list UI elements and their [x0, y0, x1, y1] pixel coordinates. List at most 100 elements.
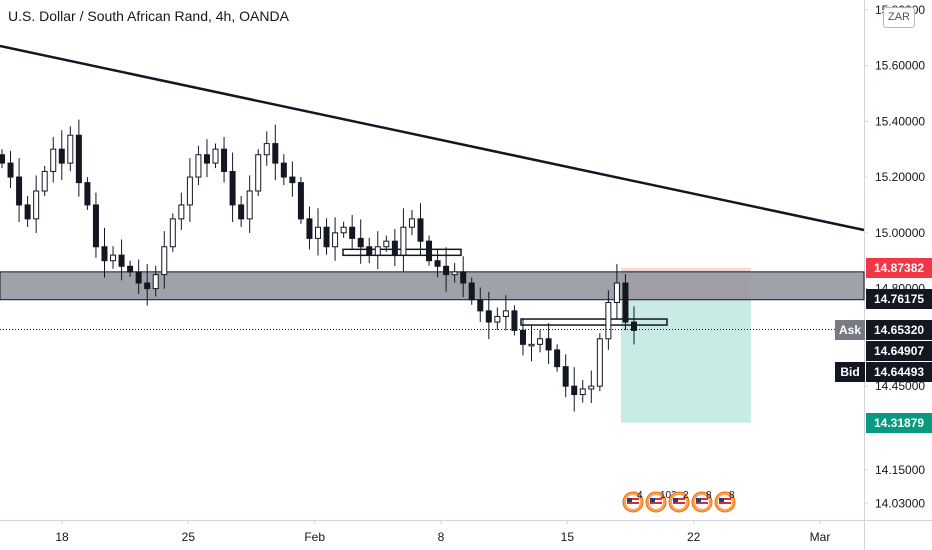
candle: [613, 282, 620, 304]
candle: [485, 310, 492, 323]
price-tick-label: 15.40000: [875, 114, 925, 128]
price-label-ask: 14.65320: [866, 319, 932, 340]
candle: [118, 254, 125, 267]
candle: [229, 170, 236, 206]
side-label-ask: Ask: [835, 319, 865, 340]
candle: [84, 182, 91, 206]
price-tick-label: 14.15000: [875, 463, 925, 477]
candle: [0, 154, 5, 164]
candle: [571, 385, 578, 396]
candle: [178, 204, 185, 220]
resistance-zone: [0, 271, 865, 301]
candle: [596, 338, 603, 387]
price-label-stop-loss: 14.87382: [866, 257, 932, 278]
candle: [451, 271, 458, 276]
currency-button[interactable]: ZAR: [883, 7, 915, 28]
candle: [315, 226, 321, 239]
candle: [195, 154, 202, 178]
price-tick-label: 15.20000: [875, 170, 925, 184]
candle: [528, 343, 535, 347]
time-tick-label: 15: [561, 530, 575, 544]
candle: [203, 154, 210, 164]
candle: [579, 388, 586, 396]
time-tick-label: Feb: [304, 530, 325, 544]
candle: [280, 162, 287, 178]
price-label-zone-top: 14.76175: [866, 289, 932, 310]
candle: [502, 310, 509, 317]
candle: [391, 240, 398, 256]
time-tick-label: 18: [55, 530, 69, 544]
candle: [212, 148, 219, 164]
candle: [58, 148, 65, 164]
candle: [349, 226, 356, 239]
candle: [622, 282, 629, 323]
candle: [221, 148, 228, 172]
event-flag-4-icon[interactable]: [691, 491, 713, 513]
candle: [169, 218, 176, 248]
price-label-take-profit: 14.31879: [866, 412, 932, 433]
candle: [494, 315, 501, 323]
candle: [340, 226, 347, 234]
candle: [605, 302, 612, 340]
candle: [562, 366, 569, 387]
time-tick-label: 25: [182, 530, 196, 544]
candle: [144, 282, 151, 290]
candle: [101, 246, 108, 262]
price-tick-label: 15.60000: [875, 59, 925, 73]
candle: [537, 338, 544, 345]
candle: [434, 260, 441, 267]
candle: [426, 240, 433, 262]
price-tick-label: 15.00000: [875, 226, 925, 240]
candle: [92, 204, 99, 248]
candle: [110, 254, 117, 262]
candle: [135, 271, 142, 284]
candle: [374, 246, 381, 256]
candle: [263, 143, 270, 156]
take-profit-zone: [621, 299, 751, 423]
time-tick-label: Mar: [810, 530, 831, 544]
candle: [255, 154, 262, 192]
candle: [460, 271, 467, 284]
event-flag-1-count: 4: [637, 490, 643, 501]
event-flag-1-icon[interactable]: [622, 491, 644, 513]
candle: [443, 265, 450, 276]
price-tick-label: 14.03000: [875, 496, 925, 510]
candle: [588, 385, 595, 390]
event-flag-5-icon[interactable]: [714, 491, 736, 513]
candle: [238, 204, 245, 220]
candle: [41, 170, 48, 192]
candle: [519, 329, 526, 345]
side-label-bid: Bid: [835, 361, 865, 382]
candle: [400, 226, 407, 256]
candle: [127, 265, 134, 273]
event-flag-3-icon[interactable]: [668, 491, 690, 513]
candle: [631, 321, 637, 331]
candle: [50, 148, 57, 172]
candle: [408, 218, 415, 228]
price-tick-label: 14.45000: [875, 379, 925, 393]
candle: [554, 349, 561, 368]
candle: [323, 226, 330, 248]
candle: [511, 310, 518, 331]
candle: [306, 218, 313, 239]
candle: [33, 190, 40, 220]
candle: [67, 134, 74, 164]
event-flag-2-icon[interactable]: [645, 491, 667, 513]
candle: [357, 237, 364, 248]
trendline: [0, 44, 865, 232]
time-tick-label: 22: [687, 530, 701, 544]
candle: [7, 162, 14, 178]
event-flag-3-count: 2: [683, 490, 689, 501]
price-label-bid: 14.64493: [866, 361, 932, 382]
candle: [75, 134, 82, 184]
candle: [186, 176, 193, 206]
price-label-last: 14.64907: [866, 340, 932, 361]
candle: [366, 246, 373, 256]
candle: [272, 143, 279, 164]
candle: [332, 232, 339, 248]
support-box-2: [520, 318, 668, 326]
candle: [246, 190, 253, 220]
event-flag-2-count: 103: [660, 490, 677, 501]
candle: [24, 204, 31, 220]
